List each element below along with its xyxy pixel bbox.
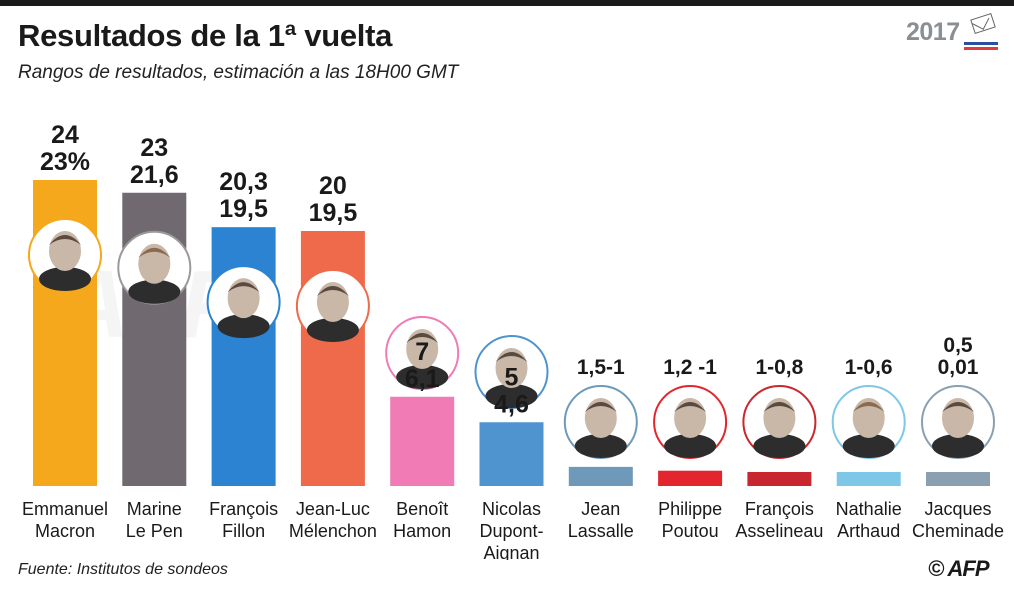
portrait-face-2 [227,278,260,319]
portrait-face-6 [584,398,617,438]
value-label-9-0: 1-0,6 [845,356,893,379]
candidate-name-8-1: Asselineau [735,521,823,541]
bar-5 [479,422,544,486]
portrait-hair-8 [763,402,796,412]
candidate-name-0-0: Emmanuel [22,499,108,519]
portrait-hair-7 [674,402,707,412]
portrait-shoulders-10 [932,434,984,458]
afp-credit: © AFP [928,556,990,581]
candidate-name-4-0: Benoît [396,499,448,519]
portrait-hair-2 [227,282,260,293]
value-label-7-0: 1,2 -1 [663,356,717,379]
value-label-4-1: 6,1 [405,365,440,393]
bar-10 [926,472,990,486]
candidate-name-7-0: Philippe [658,499,722,519]
portrait-hair-10 [942,402,974,412]
portrait-face-0 [49,231,81,271]
portrait-shoulders-2 [217,314,270,339]
candidate-name-5-1: Dupont- [479,521,543,541]
bar-4 [390,396,455,486]
portrait-shoulders-4 [396,365,449,389]
value-label-10-1: 0,01 [938,356,979,379]
candidate-name-2-0: François [209,499,278,519]
portrait-hair-0 [49,235,81,245]
portrait-hair-9 [852,402,885,412]
logo-stripe-blue [964,42,998,45]
candidate-name-4-1: Hamon [393,521,451,541]
portrait-face-3 [316,282,349,322]
portrait-hair-6 [584,402,617,412]
value-label-2-0: 20,3 [219,168,268,196]
value-label-3-0: 20 [319,172,347,200]
bar-6 [568,466,633,486]
portrait-face-1 [138,243,171,284]
portrait-shoulders-7 [664,434,717,458]
value-label-1-1: 21,6 [130,161,179,189]
portrait-face-7 [674,398,707,438]
candidate-name-6-0: Jean [581,499,620,519]
candidate-name-2-1: Fillon [222,521,265,541]
value-label-1-0: 23 [140,134,168,162]
logo-year: 2017 [906,18,960,46]
candidate-name-10-1: Cheminade [912,521,1004,541]
portrait-shoulders-5 [485,384,538,408]
chart-subtitle: Rangos de resultados, estimación a las 1… [18,62,459,83]
portrait-shoulders-8 [753,434,806,458]
portrait-shoulders-9 [842,434,895,458]
portrait-shoulders-3 [306,318,359,342]
portrait-hair-5 [495,352,528,362]
candidate-name-0-1: Macron [35,521,95,541]
value-label-4-0: 7 [415,338,429,366]
portrait-hair-1 [138,247,171,258]
value-label-10-0: 0,5 [943,334,973,357]
portrait-face-9 [852,398,885,438]
bar-7 [658,470,723,486]
value-label-3-1: 19,5 [309,199,358,227]
portrait-hair-4 [406,333,439,343]
candidate-name-7-1: Poutou [662,521,719,541]
bar-9 [836,472,901,486]
candidate-name-6-1: Lassalle [568,521,634,541]
candidate-name-5-2: Aignan [483,543,539,560]
portrait-hair-3 [316,286,349,296]
election-2017-logo: 2017 [906,12,998,52]
candidate-name-3-1: Mélenchon [289,521,377,541]
value-label-8-0: 1-0,8 [755,356,803,379]
portrait-face-8 [763,398,796,438]
candidate-name-8-0: François [745,499,814,519]
source-note: Fuente: Institutos de sondeos [18,561,228,578]
portrait-shoulders-6 [574,434,627,458]
portrait-shoulders-0 [39,267,91,291]
candidate-name-5-0: Nicolas [482,499,541,519]
portrait-face-5 [495,348,528,388]
candidate-name-3-0: Jean-Luc [296,499,370,519]
candidate-name-1-0: Marine [127,499,182,519]
value-label-5-0: 5 [505,363,519,391]
value-label-0-1: 23% [40,148,90,176]
logo-stripe-red [964,47,998,50]
candidate-name-10-0: Jacques [924,499,991,519]
candidate-name-9-1: Arthaud [837,521,900,541]
portrait-face-4 [406,329,439,369]
chart-title: Resultados de la 1ª vuelta [18,18,393,53]
bar-8 [747,472,812,486]
value-label-2-1: 19,5 [219,195,268,223]
value-label-0-0: 24 [51,121,79,149]
portrait-shoulders-1 [128,279,181,304]
value-label-6-0: 1,5-1 [577,356,625,379]
portrait-face-10 [942,398,974,438]
value-label-5-1: 4,6 [494,390,529,418]
candidate-name-9-0: Nathalie [836,499,902,519]
top-rule [0,0,1014,6]
candidate-name-1-1: Le Pen [126,521,183,541]
